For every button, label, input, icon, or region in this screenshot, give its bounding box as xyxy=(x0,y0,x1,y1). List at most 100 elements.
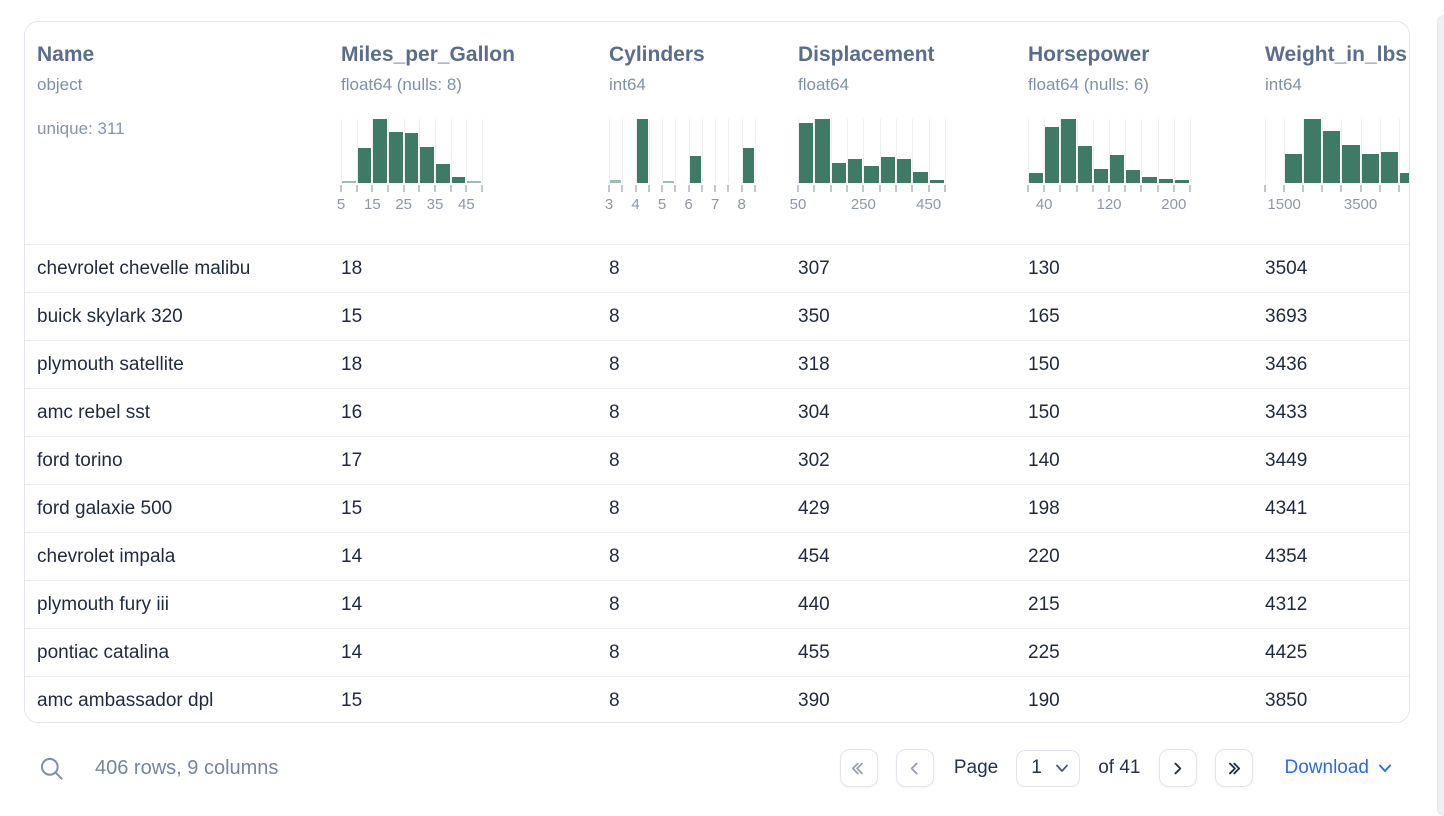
table-cell: 304 xyxy=(798,401,830,423)
histogram-gridline xyxy=(675,119,677,183)
axis-tick xyxy=(714,185,717,192)
table-cell: 455 xyxy=(798,641,830,663)
axis-tick-label: 1500 xyxy=(1267,196,1301,213)
histogram-gridline xyxy=(1379,119,1381,183)
table-row: amc ambassador dpl 15 8 390 190 3850 xyxy=(25,676,1409,722)
histogram-gridline xyxy=(403,119,405,183)
table-cell: 14 xyxy=(341,593,363,615)
table-cell: 350 xyxy=(798,305,830,327)
histogram-axis xyxy=(608,184,756,193)
histogram-bar xyxy=(1342,145,1360,183)
histogram-axis xyxy=(340,184,483,193)
histogram-bar xyxy=(1285,154,1303,183)
axis-tick xyxy=(1043,185,1046,192)
table-cell: plymouth fury iii xyxy=(37,593,169,615)
axis-tick xyxy=(674,185,677,192)
column-header-horsepower[interactable]: Horsepower float64 (nulls: 6) 40 120 200 xyxy=(1016,22,1253,244)
axis-tick xyxy=(754,185,756,192)
table-cell: 8 xyxy=(609,641,620,663)
histogram-gridline xyxy=(879,119,881,183)
axis-tick xyxy=(878,185,881,192)
histogram-gridline xyxy=(1157,119,1159,183)
histogram-gridline xyxy=(701,119,703,183)
axis-tick-label: 25 xyxy=(395,196,412,213)
table-cell: 454 xyxy=(798,545,830,567)
histogram-bar xyxy=(1029,173,1044,183)
histogram-gridline xyxy=(372,119,374,183)
axis-tick-label: 3 xyxy=(604,196,614,213)
axis-tick xyxy=(340,185,342,192)
histogram-gridline xyxy=(662,119,664,183)
column-dtype: object xyxy=(37,75,83,94)
table-cell: pontiac catalina xyxy=(37,641,170,663)
table-cell: chevrolet impala xyxy=(37,545,176,567)
double-chevron-left-icon xyxy=(852,762,864,774)
histogram-horsepower[interactable]: 40 120 200 xyxy=(1027,119,1191,213)
histogram-miles_per_gallon[interactable]: 5 15 25 35 45 xyxy=(337,119,483,213)
histogram-weight_in_lbs[interactable]: 150035005500 xyxy=(1264,119,1409,213)
table-cell: 8 xyxy=(609,257,620,279)
histogram-bar xyxy=(1077,146,1092,183)
column-header-cylinders[interactable]: Cylinders int64 3 4 5 6 7 8 xyxy=(597,22,786,244)
table-cell: 8 xyxy=(609,593,620,615)
table-cell: 165 xyxy=(1028,305,1060,327)
axis-tick xyxy=(740,185,743,192)
search-icon[interactable] xyxy=(38,755,65,782)
column-header-name[interactable]: Name object unique: 311 xyxy=(25,22,329,244)
table-row: buick skylark 320 15 8 350 165 3693 xyxy=(25,292,1409,340)
table-cell: 307 xyxy=(798,257,830,279)
axis-tick-label: 200 xyxy=(1161,196,1187,213)
histogram-gridline xyxy=(688,119,690,183)
table-cell: 15 xyxy=(341,497,363,519)
histogram-bar xyxy=(1361,154,1379,183)
table-row: chevrolet impala 14 8 454 220 4354 xyxy=(25,532,1409,580)
column-header-displacement[interactable]: Displacement float64 50 250 450 xyxy=(786,22,1016,244)
axis-tick-labels: 5 15 25 35 45 xyxy=(337,193,482,213)
axis-tick-labels: 50 250 450 xyxy=(790,193,945,213)
histogram-gridline xyxy=(1125,119,1127,183)
axis-tick-label: 250 xyxy=(850,196,876,213)
axis-tick xyxy=(481,185,483,192)
histogram-gridline xyxy=(798,119,799,183)
histogram-bar xyxy=(1093,169,1108,183)
table-cell: 15 xyxy=(341,689,363,711)
chevron-down-icon xyxy=(1055,764,1069,773)
last-page-button[interactable] xyxy=(1214,749,1253,787)
axis-tick xyxy=(1321,185,1324,192)
table-cell: 429 xyxy=(798,497,830,519)
column-dtype: int64 xyxy=(1265,75,1302,94)
histogram-bar xyxy=(1399,173,1409,183)
axis-tick xyxy=(1091,185,1094,192)
table-cell: 3449 xyxy=(1265,449,1308,471)
axis-tick xyxy=(621,185,624,192)
table-cell: 302 xyxy=(798,449,830,471)
table-cell: plymouth satellite xyxy=(37,353,184,375)
axis-tick-label: 5 xyxy=(336,196,346,213)
column-header-weight_in_lbs[interactable]: Weight_in_lbsint64150035005500 xyxy=(1253,22,1409,244)
histogram-bar xyxy=(1174,180,1189,183)
next-page-button[interactable] xyxy=(1158,749,1197,787)
histogram-gridline xyxy=(741,119,743,183)
table-cell: 150 xyxy=(1028,401,1060,423)
table-row: ford torino 17 8 302 140 3449 xyxy=(25,436,1409,484)
table-cell: 4341 xyxy=(1265,497,1308,519)
histogram-bar xyxy=(742,148,754,183)
histogram-chart xyxy=(1028,119,1191,183)
table-cell: 14 xyxy=(341,545,363,567)
histogram-bar xyxy=(847,159,863,183)
table-cell: ford galaxie 500 xyxy=(37,497,173,519)
histogram-bar xyxy=(864,166,879,183)
column-header-miles_per_gallon[interactable]: Miles_per_Gallon float64 (nulls: 8) 5 15 25 3… xyxy=(329,22,597,244)
histogram-chart xyxy=(798,119,946,183)
page-select[interactable]: 1 xyxy=(1016,749,1081,787)
histogram-displacement[interactable]: 50 250 450 xyxy=(790,119,946,213)
previous-page-button[interactable] xyxy=(895,749,934,787)
axis-tick xyxy=(386,185,389,192)
column-name: Miles_per_Gallon xyxy=(341,43,515,66)
first-page-button[interactable] xyxy=(839,749,878,787)
histogram-gridline xyxy=(1076,119,1078,183)
download-button[interactable]: Download xyxy=(1285,757,1393,779)
table-cell: ford torino xyxy=(37,449,123,471)
axis-tick xyxy=(1264,185,1266,192)
